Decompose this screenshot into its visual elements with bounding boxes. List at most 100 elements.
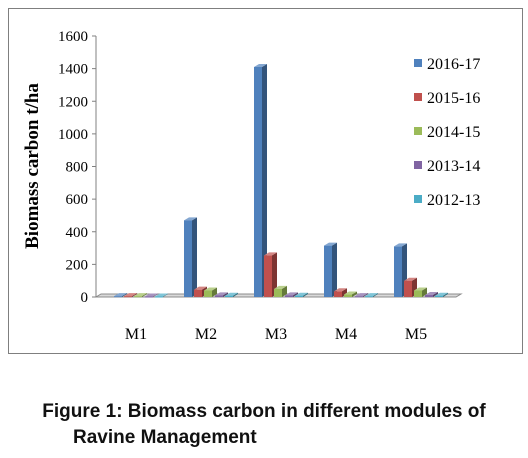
bar-M1-2012-13 — [155, 293, 168, 298]
bar-top — [264, 252, 277, 256]
legend-label: 2013-14 — [427, 158, 480, 175]
bar-front — [155, 296, 163, 298]
bar-top — [425, 292, 438, 296]
bar-M3-2013-14 — [285, 292, 298, 297]
bar-top — [204, 287, 217, 291]
legend-swatch — [414, 161, 422, 169]
y-tick-label: 800 — [66, 160, 89, 176]
bar-side — [163, 293, 168, 297]
legend-label: 2012-13 — [427, 192, 480, 209]
bar-M4-2013-14 — [355, 293, 368, 298]
bar-M2-2016-17 — [184, 217, 197, 297]
bar-side — [373, 293, 378, 297]
bar-side — [192, 217, 197, 297]
bar-top — [344, 291, 357, 295]
bar-side — [233, 292, 238, 297]
bar-top — [145, 293, 158, 297]
bar-side — [293, 292, 298, 297]
bar-M1-2015-16 — [124, 293, 137, 298]
bar-front — [215, 295, 223, 297]
bar-side — [282, 285, 287, 297]
bar-front — [324, 245, 332, 297]
bar-front — [225, 295, 233, 297]
bar-side — [223, 292, 228, 297]
x-tick-label: M4 — [335, 326, 357, 343]
y-axis-label: Biomass carbon t/ha — [22, 83, 43, 249]
bar-front — [134, 296, 142, 298]
bar-side — [443, 292, 448, 297]
bar-M2-2013-14 — [215, 292, 228, 297]
bar-side — [122, 293, 127, 297]
bar-M3-2012-13 — [295, 292, 308, 297]
bar-front — [274, 288, 282, 297]
bar-top — [355, 293, 368, 297]
y-tick-label: 1400 — [58, 62, 88, 78]
bar-front — [264, 255, 272, 297]
bar-top — [215, 292, 228, 296]
bar-front — [355, 296, 363, 298]
bar-top — [394, 243, 407, 247]
bar-front — [145, 296, 153, 298]
bar-front — [295, 295, 303, 297]
bar-M5-2013-14 — [425, 292, 438, 297]
bar-top — [254, 63, 267, 67]
bar-M3-2016-17 — [254, 63, 267, 298]
bar-top — [404, 277, 417, 281]
bar-side — [363, 293, 368, 297]
bar-top — [285, 292, 298, 296]
legend-label: 2014-15 — [427, 124, 480, 141]
bar-front — [124, 296, 132, 298]
bar-side — [332, 242, 337, 297]
bar-M1-2014-15 — [134, 293, 147, 298]
bar-front — [344, 294, 352, 297]
legend-swatch — [414, 127, 422, 135]
bar-top — [155, 293, 168, 297]
bar-M4-2015-16 — [334, 288, 347, 297]
bar-front — [365, 296, 373, 298]
figure-caption-line2: Ravine Management — [73, 427, 257, 448]
bar-side — [142, 293, 147, 297]
x-tick-label: M2 — [195, 326, 217, 343]
bar-front — [334, 291, 342, 297]
y-tick-label: 0 — [81, 290, 89, 306]
bar-top — [114, 293, 127, 297]
bar-top — [334, 288, 347, 292]
bar-side — [342, 288, 347, 297]
bar-top — [274, 285, 287, 289]
bar-M4-2014-15 — [344, 291, 357, 297]
y-tick-label: 400 — [66, 225, 89, 241]
y-tick-label: 1000 — [58, 127, 88, 143]
bar-front — [414, 290, 422, 297]
bar-front — [204, 290, 212, 297]
bar-top — [435, 292, 448, 296]
legend-swatch — [414, 195, 422, 203]
bar-side — [262, 63, 267, 298]
bar-front — [254, 66, 262, 298]
x-tick-label: M5 — [405, 326, 427, 343]
bar-M3-2015-16 — [264, 252, 277, 297]
bar-M2-2014-15 — [204, 287, 217, 297]
bar-top — [134, 293, 147, 297]
bar-M4-2016-17 — [324, 242, 337, 297]
bar-M1-2013-14 — [145, 293, 158, 298]
bar-top — [194, 286, 207, 290]
y-tick-label: 1600 — [58, 29, 88, 45]
bar-side — [132, 293, 137, 297]
y-tick-label: 600 — [66, 192, 89, 208]
bar-M3-2014-15 — [274, 285, 287, 297]
bar-side — [433, 292, 438, 297]
bar-front — [435, 295, 443, 297]
legend-swatch — [414, 93, 422, 101]
bar-top — [124, 293, 137, 297]
bar-front — [194, 289, 202, 297]
x-tick-label: M1 — [125, 326, 147, 343]
y-tick-label: 1200 — [58, 94, 88, 110]
bar-front — [285, 295, 293, 297]
figure-caption-line1: Figure 1: Biomass carbon in different mo… — [42, 401, 486, 422]
bar-top — [295, 292, 308, 296]
bar-side — [272, 252, 277, 297]
bar-front — [404, 280, 412, 297]
bar-side — [212, 287, 217, 297]
bar-M1-2016-17 — [114, 293, 127, 298]
bar-front — [425, 295, 433, 297]
